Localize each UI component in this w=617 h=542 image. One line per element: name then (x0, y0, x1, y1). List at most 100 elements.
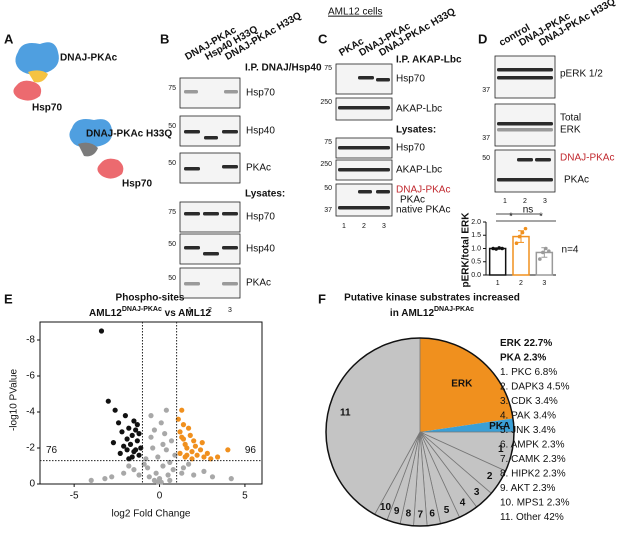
data-point (136, 431, 142, 437)
band (358, 76, 374, 80)
title-part: vs AML12 (162, 308, 212, 319)
band (222, 130, 238, 134)
data-point (189, 456, 195, 462)
data-point (98, 328, 105, 334)
blot-label: PKAc (400, 195, 425, 206)
data-point (187, 432, 193, 438)
y-tick-label: 0.0 (471, 272, 481, 279)
panel-b: B I.P. DNAJ/Hsp40 Lysates: DNAJ-PKAcHsp4… (160, 10, 322, 314)
lysates-label: Lysates: (245, 189, 285, 200)
panel-letter: C (318, 31, 328, 46)
legend-name: Other (516, 512, 542, 523)
legend-entry: 10. MPS1 2.3% (500, 497, 570, 508)
data-point (148, 434, 154, 440)
legend-value: 3.4% (535, 396, 558, 407)
slice-label: 5 (444, 505, 450, 516)
x-tick-label: 5 (242, 491, 248, 502)
annotation: ns (523, 205, 534, 216)
legend-key: 11. (500, 512, 513, 523)
legend-name: CDK (511, 396, 532, 407)
y-tick-label: -6 (26, 371, 35, 382)
lane-number: 1 (342, 223, 346, 230)
data-point (143, 456, 149, 462)
data-point (155, 479, 161, 485)
data-point (204, 450, 210, 456)
data-point (167, 477, 173, 483)
mw-label: 50 (168, 123, 176, 130)
blot-label: PKAc (246, 278, 271, 289)
label: Hsp70 (32, 103, 62, 114)
legend-value: 2.3% (524, 352, 547, 363)
band (338, 168, 390, 172)
band (338, 146, 390, 150)
legend-name: PKA (500, 352, 521, 363)
band (204, 136, 218, 140)
x-tick-label: 2 (519, 280, 523, 287)
data-point (544, 246, 548, 251)
data-point (133, 427, 139, 433)
data-point (192, 443, 198, 449)
blot-label: Hsp70 (396, 74, 425, 85)
data-point (102, 476, 108, 482)
legend-key: 3. (500, 396, 508, 407)
pie-outline (325, 337, 515, 527)
legend-entry: 6. AMPK 2.3% (500, 439, 565, 450)
title-part: in AML12 (390, 308, 435, 319)
slice-label: 7 (417, 509, 423, 520)
lane-number: 2 (208, 307, 212, 314)
legend-name: ERK (500, 338, 522, 349)
blot-label: PKAc (564, 175, 589, 186)
band (184, 282, 200, 286)
band (203, 212, 219, 216)
data-point (520, 230, 525, 235)
blot-label: Hsp40 (246, 126, 275, 137)
x-tick-label: 3 (542, 280, 546, 287)
lysates-label: Lysates: (396, 125, 436, 136)
data-point (172, 452, 178, 458)
legend-key: 10. (500, 497, 514, 508)
band (497, 68, 553, 72)
slice-label: 10 (380, 502, 392, 513)
legend-value: 2.3% (543, 454, 566, 465)
band (497, 128, 553, 132)
y-tick-label: -2 (26, 443, 35, 454)
pie-slice (420, 338, 514, 432)
data-point (514, 241, 519, 245)
bar (488, 247, 507, 276)
data-point (180, 436, 187, 442)
hsp70-shape (97, 158, 124, 179)
blot-label: pERK 1/2 (560, 69, 603, 80)
mw-label: 50 (168, 160, 176, 167)
legend-key: 4. (500, 410, 508, 421)
data-point (160, 463, 166, 469)
y-tick-label: 1.5 (471, 232, 481, 239)
hsp70-shape (13, 80, 42, 101)
legend-entry: 2. DAPK3 4.5% (500, 381, 570, 392)
blot-label: Hsp70 (396, 143, 425, 154)
title-part: DNAJ-PKAc (434, 306, 474, 313)
data-point (191, 438, 197, 444)
band (535, 158, 551, 162)
legend-value: 2.3% (542, 439, 565, 450)
band (222, 246, 238, 250)
data-point (160, 441, 166, 447)
legend-entry: 11. Other 42% (500, 512, 564, 523)
blot-label: native PKAc (396, 205, 450, 216)
panel-c: C AML12 cells I.P. AKAP-Lbc Lysates: PKA… (318, 6, 462, 230)
band (184, 246, 200, 250)
data-point (155, 454, 161, 460)
data-point (177, 429, 183, 435)
legend-value: 4.5% (547, 381, 570, 392)
legend-value: 2.3% (547, 497, 570, 508)
legend-key: 9. (500, 483, 508, 494)
data-point (180, 465, 187, 471)
data-point (185, 425, 192, 431)
pie-slice (420, 418, 514, 432)
lane-number: 1 (188, 307, 192, 314)
data-point (136, 472, 142, 478)
data-point (151, 427, 158, 433)
blot-label: AKAP-Lbc (396, 165, 442, 176)
dnaj-shape (28, 70, 48, 83)
data-point (136, 452, 142, 458)
data-point (109, 474, 115, 480)
